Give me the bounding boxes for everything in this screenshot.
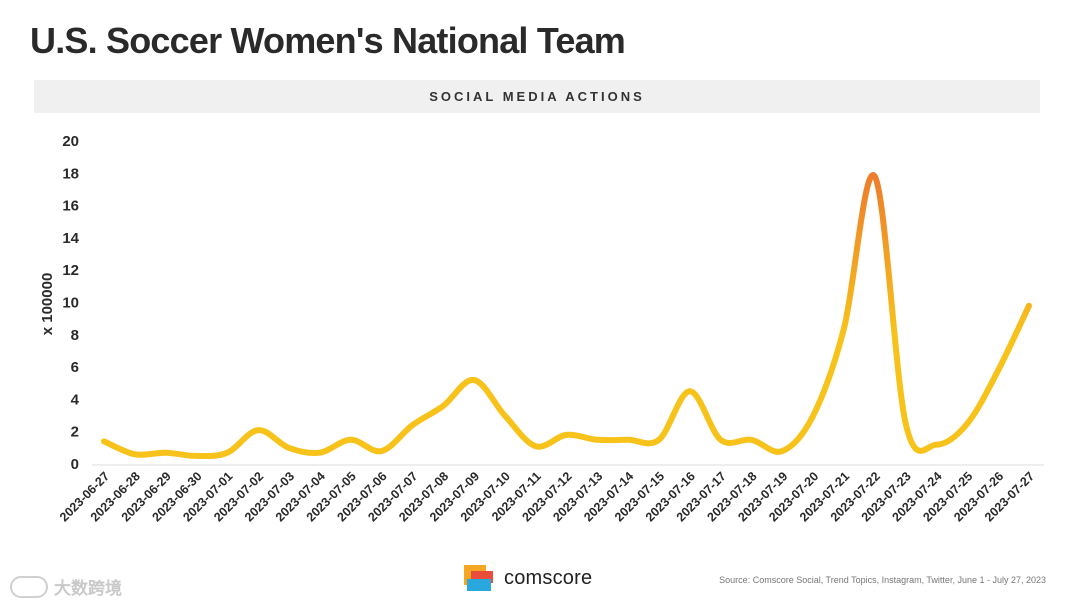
y-tick-label: 12 xyxy=(62,262,79,279)
y-tick-label: 10 xyxy=(62,295,79,312)
data-point-2023-07-19 xyxy=(779,448,785,454)
data-point-2023-07-23 xyxy=(903,421,909,427)
y-tick-label: 16 xyxy=(62,198,79,215)
watermark-text: 大数跨境 xyxy=(54,579,122,598)
data-point-2023-07-08 xyxy=(440,403,446,409)
watermark-icon xyxy=(10,575,48,598)
chart-title: U.S. Soccer Women's National Team xyxy=(30,20,626,61)
data-point-2023-07-16 xyxy=(687,388,693,394)
data-point-2023-06-27 xyxy=(101,438,107,444)
data-point-2023-07-10 xyxy=(502,413,508,419)
data-point-2023-07-06 xyxy=(379,448,385,454)
data-point-2023-07-18 xyxy=(749,437,755,443)
data-point-2023-07-25 xyxy=(964,421,970,427)
data-point-2023-07-21 xyxy=(841,325,847,331)
data-point-2023-07-09 xyxy=(471,377,477,383)
data-point-2023-07-05 xyxy=(348,437,354,443)
data-point-2023-07-07 xyxy=(409,422,415,428)
y-tick-label: 4 xyxy=(71,391,80,408)
y-tick-label: 0 xyxy=(71,456,79,473)
y-tick-label: 6 xyxy=(71,359,79,376)
data-point-2023-07-01 xyxy=(224,450,230,456)
data-point-2023-07-26 xyxy=(995,367,1001,373)
y-tick-label: 2 xyxy=(71,424,79,441)
data-point-2023-07-13 xyxy=(594,437,600,443)
data-point-2023-07-04 xyxy=(317,450,323,456)
data-point-2023-07-22 xyxy=(872,174,878,180)
data-point-2023-07-03 xyxy=(286,445,292,451)
y-tick-label: 20 xyxy=(62,133,79,150)
data-point-2023-07-02 xyxy=(255,427,261,433)
data-point-2023-07-12 xyxy=(564,432,570,438)
source-note: Source: Comscore Social, Trend Topics, I… xyxy=(719,575,1046,585)
series-line xyxy=(101,172,1032,460)
data-point-2023-07-14 xyxy=(625,437,631,443)
y-tick-label: 18 xyxy=(62,165,79,182)
data-point-2023-06-28 xyxy=(132,451,138,457)
comscore-wordmark: comscore xyxy=(504,566,593,589)
chart-subtitle-band: SOCIAL MEDIA ACTIONS xyxy=(34,80,1040,113)
comscore-logo-icon xyxy=(464,565,494,591)
y-axis-label: x 100000 xyxy=(39,273,56,336)
data-point-2023-06-30 xyxy=(194,453,200,459)
y-tick-label: 14 xyxy=(62,230,79,247)
data-point-2023-07-15 xyxy=(656,437,662,443)
data-point-2023-07-20 xyxy=(810,413,816,419)
comscore-logo: comscore xyxy=(464,565,592,591)
y-tick-label: 8 xyxy=(71,327,79,344)
data-point-2023-07-27 xyxy=(1026,303,1032,309)
data-point-2023-07-17 xyxy=(718,437,724,443)
data-point-2023-07-24 xyxy=(934,442,940,448)
data-point-2023-06-29 xyxy=(163,450,169,456)
data-point-2023-07-11 xyxy=(533,443,539,449)
chart-subtitle: SOCIAL MEDIA ACTIONS xyxy=(429,89,645,104)
watermark: 大数跨境 xyxy=(10,574,122,599)
